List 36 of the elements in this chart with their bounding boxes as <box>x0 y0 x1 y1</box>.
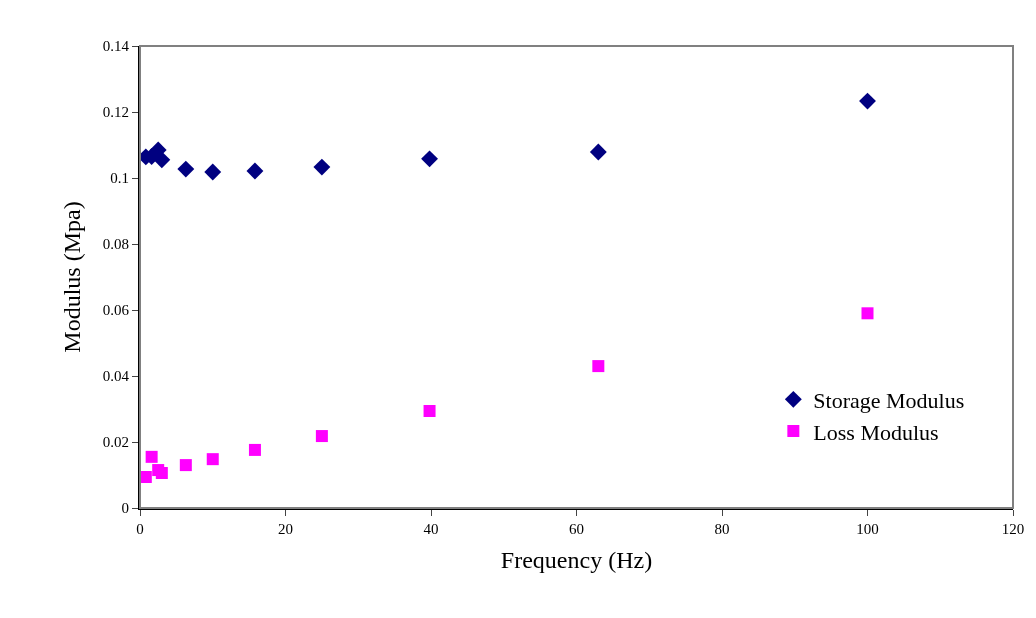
point <box>246 162 264 180</box>
x-tick-label: 80 <box>714 521 730 537</box>
point <box>859 92 876 110</box>
point <box>140 470 152 483</box>
y-tick-label: 0.1 <box>110 170 129 187</box>
x-tick-label: 120 <box>1001 521 1025 537</box>
x-axis-title: Frequency (Hz) <box>500 546 653 573</box>
y-tick-label: 0.14 <box>102 38 130 55</box>
point <box>206 453 219 466</box>
point <box>204 163 222 181</box>
point <box>315 430 328 443</box>
point <box>421 150 438 168</box>
x-tick-label: 40 <box>423 521 439 537</box>
point <box>592 360 605 373</box>
y-tick-label: 0 <box>121 500 129 517</box>
x-tick-label: 60 <box>569 521 584 537</box>
point <box>589 143 607 161</box>
y-axis-title: Modulus (Mpa) <box>59 201 86 353</box>
point <box>145 450 158 463</box>
x-tick-label: 20 <box>278 521 293 537</box>
y-tick-label: 0.02 <box>102 434 129 451</box>
point <box>248 443 261 456</box>
x-tick-label: 0 <box>136 521 144 537</box>
y-tick-label: 0.08 <box>102 236 129 253</box>
legend-label: Loss Modulus <box>813 419 939 445</box>
point <box>153 151 171 169</box>
point <box>861 307 874 320</box>
y-tick-label: 0.06 <box>102 302 130 319</box>
y-tick-label: 0.04 <box>102 368 130 385</box>
legend-label: Storage Modulus <box>813 387 965 413</box>
y-tick-label: 0.12 <box>102 104 129 121</box>
point <box>423 404 436 417</box>
point <box>177 160 195 178</box>
point <box>313 158 331 176</box>
x-tick-label: 100 <box>856 521 879 537</box>
point <box>179 459 192 472</box>
